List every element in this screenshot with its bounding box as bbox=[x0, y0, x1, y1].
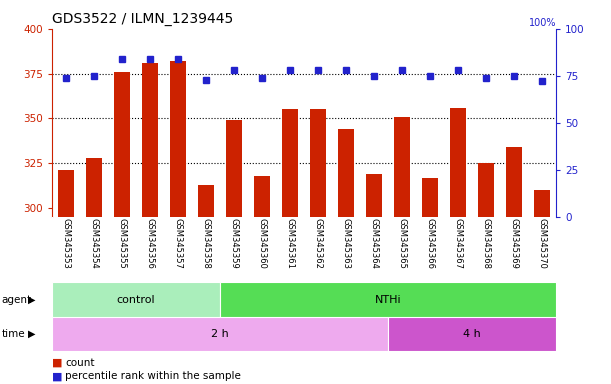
Text: GSM345366: GSM345366 bbox=[425, 218, 434, 269]
Text: percentile rank within the sample: percentile rank within the sample bbox=[65, 371, 241, 381]
Text: GSM345359: GSM345359 bbox=[230, 218, 238, 269]
Text: GSM345358: GSM345358 bbox=[202, 218, 210, 269]
Bar bbox=[198, 185, 214, 217]
Bar bbox=[52, 282, 220, 317]
Bar bbox=[52, 317, 388, 351]
Text: 100%: 100% bbox=[529, 18, 556, 28]
Text: GSM345357: GSM345357 bbox=[174, 218, 183, 269]
Text: ▶: ▶ bbox=[28, 295, 35, 305]
Text: GSM345368: GSM345368 bbox=[481, 218, 491, 269]
Text: GSM345363: GSM345363 bbox=[342, 218, 351, 269]
Text: GSM345353: GSM345353 bbox=[62, 218, 70, 269]
Bar bbox=[220, 282, 556, 317]
Bar bbox=[86, 158, 101, 217]
Bar bbox=[507, 147, 522, 217]
Bar bbox=[366, 174, 382, 217]
Bar bbox=[282, 109, 298, 217]
Bar bbox=[226, 120, 242, 217]
Text: GSM345355: GSM345355 bbox=[117, 218, 126, 269]
Text: GSM345360: GSM345360 bbox=[257, 218, 266, 269]
Bar bbox=[450, 108, 466, 217]
Text: ▶: ▶ bbox=[28, 329, 35, 339]
Bar bbox=[58, 170, 74, 217]
Text: ■: ■ bbox=[52, 371, 62, 381]
Bar bbox=[114, 72, 130, 217]
Text: agent: agent bbox=[1, 295, 31, 305]
Text: GSM345354: GSM345354 bbox=[89, 218, 98, 269]
Bar bbox=[170, 61, 186, 217]
Bar bbox=[478, 163, 494, 217]
Bar bbox=[422, 177, 437, 217]
Text: GSM345369: GSM345369 bbox=[510, 218, 519, 269]
Bar bbox=[388, 317, 556, 351]
Text: control: control bbox=[117, 295, 155, 305]
Text: GSM345370: GSM345370 bbox=[538, 218, 546, 269]
Text: 2 h: 2 h bbox=[211, 329, 229, 339]
Bar bbox=[534, 190, 550, 217]
Bar bbox=[310, 109, 326, 217]
Text: GDS3522 / ILMN_1239445: GDS3522 / ILMN_1239445 bbox=[52, 12, 233, 25]
Text: GSM345356: GSM345356 bbox=[145, 218, 155, 269]
Text: ■: ■ bbox=[52, 358, 62, 368]
Text: GSM345362: GSM345362 bbox=[313, 218, 323, 269]
Text: GSM345365: GSM345365 bbox=[398, 218, 406, 269]
Text: GSM345364: GSM345364 bbox=[370, 218, 378, 269]
Bar bbox=[254, 176, 269, 217]
Text: 4 h: 4 h bbox=[463, 329, 481, 339]
Text: NTHi: NTHi bbox=[375, 295, 401, 305]
Text: GSM345361: GSM345361 bbox=[285, 218, 295, 269]
Bar bbox=[338, 129, 354, 217]
Bar bbox=[394, 117, 410, 217]
Text: time: time bbox=[1, 329, 25, 339]
Text: count: count bbox=[65, 358, 95, 368]
Text: GSM345367: GSM345367 bbox=[453, 218, 463, 269]
Bar bbox=[142, 63, 158, 217]
